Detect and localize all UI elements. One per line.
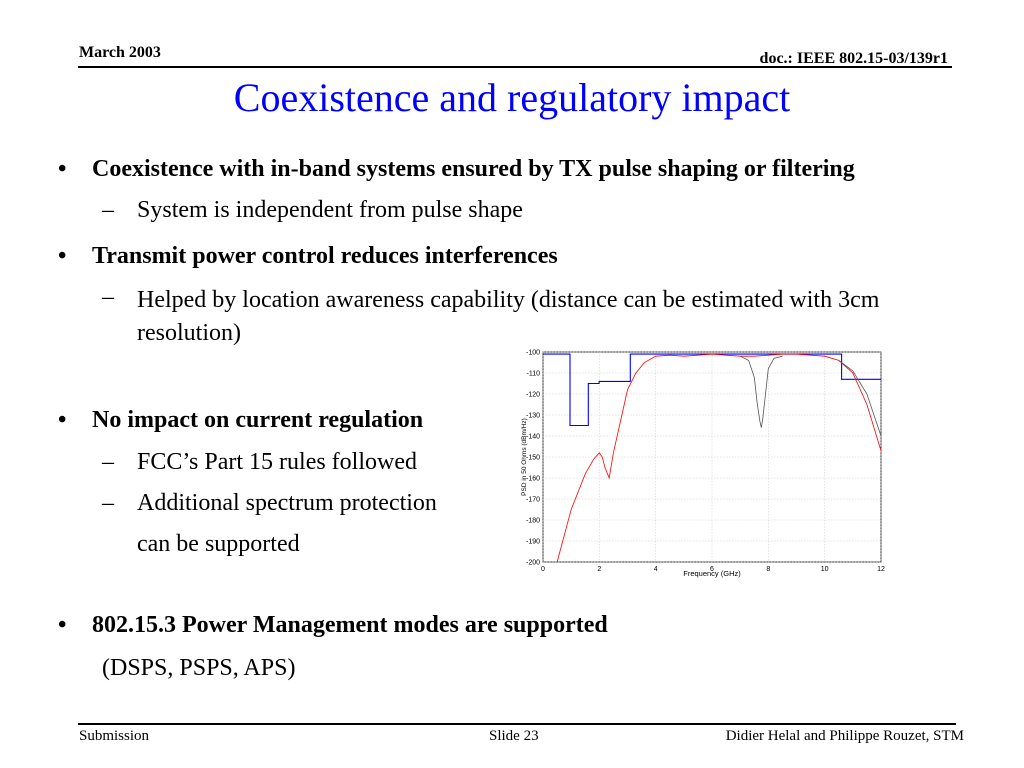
bullet-marker: • <box>58 156 67 182</box>
bullet-power-control: • Transmit power control reduces interfer… <box>58 243 558 270</box>
bullet-marker: • <box>58 407 67 433</box>
x-tick-label: 2 <box>597 566 601 573</box>
series-line-4 <box>838 360 882 437</box>
psd-chart: 0 2 4 6 8 10 12 -100 -110 -120 -130 -140 -150 -160 -17… <box>500 340 900 585</box>
y-tick-label: -100 <box>526 350 540 357</box>
footer-slide-number: Slide 23 <box>489 728 539 744</box>
bullet-text: Transmit power control reduces interfere… <box>92 243 558 269</box>
sub-bullet-spectrum: – Additional spectrum protection <box>102 490 437 517</box>
bullet-coexistence: • Coexistence with in-band systems ensure… <box>58 156 855 183</box>
dash-marker: – <box>102 197 114 223</box>
psd-chart-svg: 0 2 4 6 8 10 12 -100 -110 -120 -130 -140 -150 -160 -17… <box>521 350 885 579</box>
sub-bullet-continuation: can be supported <box>137 531 300 557</box>
sub-bullet-text: Additional spectrum protection <box>137 490 437 516</box>
series-line-3 <box>740 355 783 428</box>
grid <box>542 351 882 563</box>
x-axis-label: Frequency (GHz) <box>683 569 741 578</box>
footer-authors: Didier Helal and Philippe Rouzet, STM <box>725 728 964 744</box>
bullet-text: No impact on current regulation <box>92 407 424 433</box>
sub-bullet-pulse-shape: – System is independent from pulse shape <box>102 197 523 224</box>
bullet-marker: • <box>58 612 67 638</box>
sub-bullet-location: – Helped by location awareness capability… <box>102 284 977 350</box>
x-tick-label: 6 <box>710 566 714 573</box>
sub-bullet-text: FCC’s Part 15 rules followed <box>137 449 417 475</box>
series-lines <box>543 353 882 563</box>
y-tick-label: -140 <box>526 434 540 441</box>
header-divider <box>78 66 952 68</box>
y-tick-label: -200 <box>526 560 540 567</box>
dash-marker: – <box>102 490 114 516</box>
y-tick-label: -190 <box>526 539 540 546</box>
sub-bullet-text: Helped by location awareness capability … <box>137 287 880 346</box>
y-tick-label: -180 <box>526 518 540 525</box>
footer-submission: Submission <box>79 728 150 744</box>
y-tick-label: -160 <box>526 476 540 483</box>
bullet-text: Coexistence with in-band systems ensured… <box>92 156 855 182</box>
header-doc-id: doc.: IEEE 802.15-03/139r1 <box>759 50 948 67</box>
y-tick-label: -170 <box>526 497 540 504</box>
series-line-2 <box>556 353 882 563</box>
bullet-power-management: • 802.15.3 Power Management modes are sup… <box>58 612 608 639</box>
y-tick-label: -150 <box>526 455 540 462</box>
sub-bullet-text: System is independent from pulse shape <box>137 197 523 223</box>
footer-divider <box>78 723 956 725</box>
slide-title: Coexistence and regulatory impact <box>233 75 791 120</box>
dash-marker: – <box>102 284 114 310</box>
y-tick-label: -130 <box>526 413 540 420</box>
x-tick-label: 0 <box>541 566 545 573</box>
bullet-marker: • <box>58 243 67 269</box>
dash-marker: – <box>102 449 114 475</box>
tick-labels: 0 2 4 6 8 10 12 -100 -110 -120 -130 -140 -150 -160 -17… <box>526 350 885 574</box>
y-axis-label: PSD in 50 Ohms (dBm/Hz) <box>521 418 528 496</box>
x-tick-label: 10 <box>821 566 829 573</box>
x-tick-label: 4 <box>654 566 658 573</box>
header-date: March 2003 <box>79 44 161 61</box>
bullet-text: 802.15.3 Power Management modes are supp… <box>92 612 608 638</box>
y-tick-label: -120 <box>526 392 540 399</box>
series-line-1 <box>543 353 881 427</box>
sub-bullet-fcc: – FCC’s Part 15 rules followed <box>102 449 417 476</box>
bullet-regulation: • No impact on current regulation <box>58 407 423 434</box>
x-tick-label: 8 <box>766 566 770 573</box>
x-tick-label: 12 <box>877 566 885 573</box>
y-tick-label: -110 <box>527 371 541 378</box>
power-modes-list: (DSPS, PSPS, APS) <box>102 655 296 681</box>
